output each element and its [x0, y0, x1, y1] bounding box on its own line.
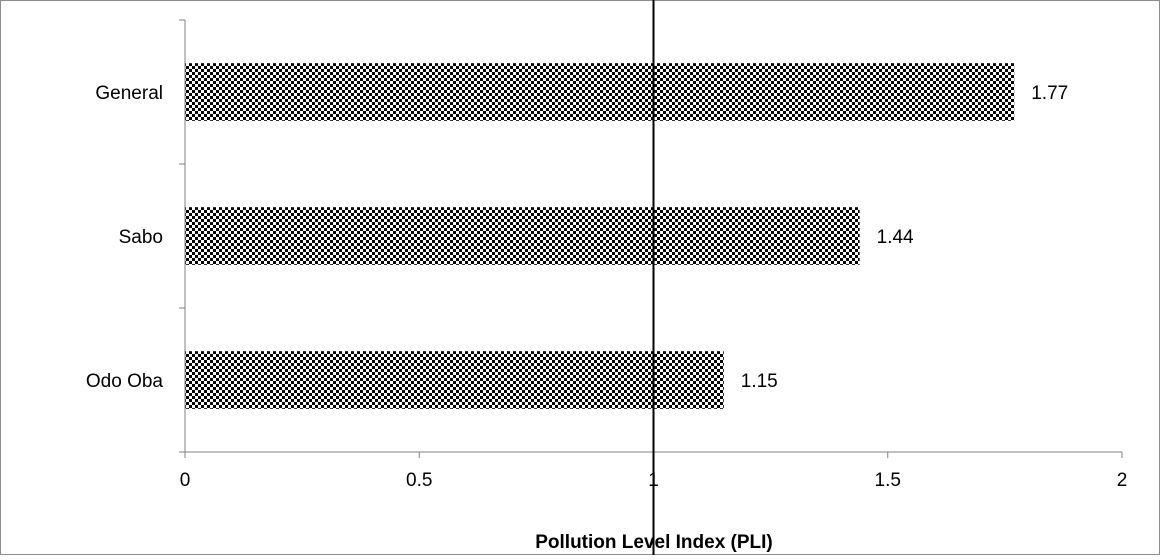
data-label: 1.44	[877, 227, 914, 248]
x-tick-label: 2	[1117, 470, 1128, 491]
x-tick-label: 1.5	[875, 470, 901, 491]
bar-general	[185, 63, 1015, 121]
data-label: 1.77	[1031, 83, 1068, 104]
bar-sabo	[185, 207, 860, 265]
x-tick-label: 0.5	[406, 470, 432, 491]
bar-odo-oba	[185, 351, 724, 409]
category-label: Odo Oba	[86, 371, 164, 392]
category-label: General	[95, 83, 163, 104]
data-label: 1.15	[741, 371, 778, 392]
category-label: Sabo	[119, 227, 163, 248]
x-tick-label: 0	[180, 470, 191, 491]
x-axis-title: Pollution Level Index (PLI)	[535, 532, 773, 553]
